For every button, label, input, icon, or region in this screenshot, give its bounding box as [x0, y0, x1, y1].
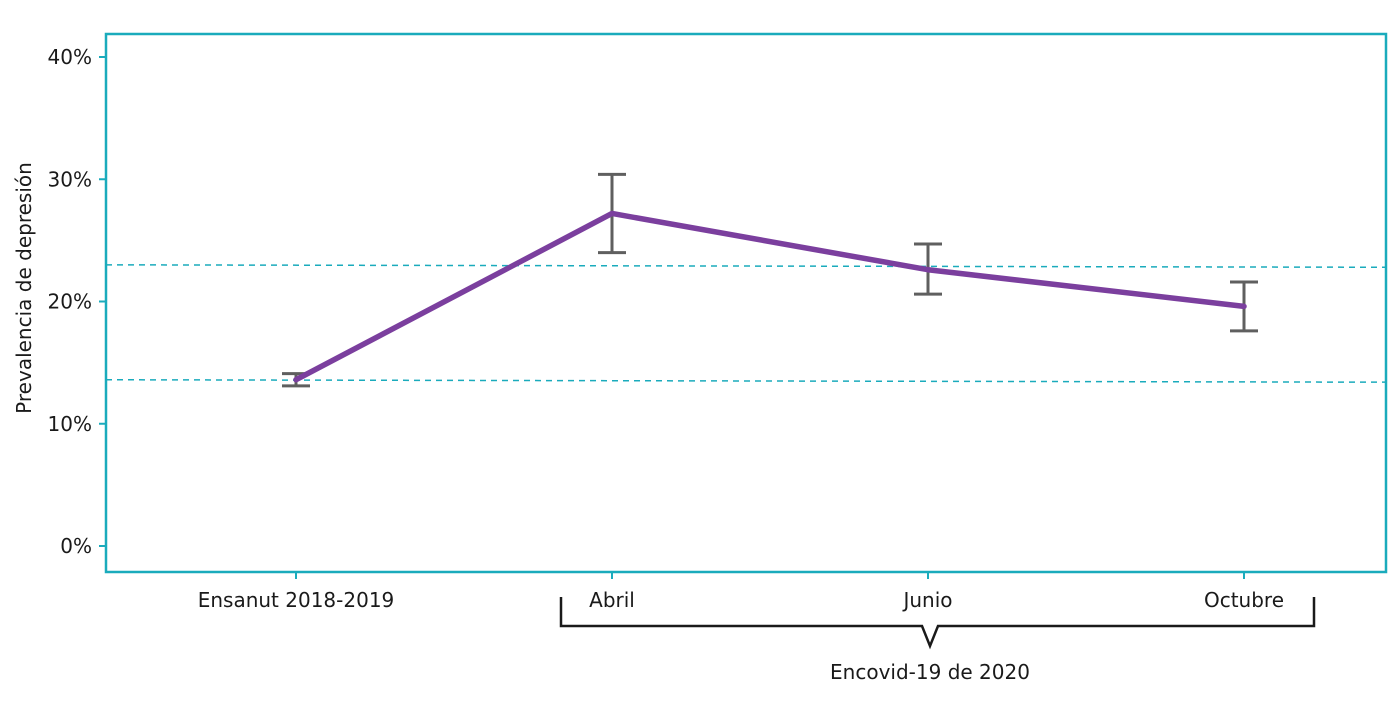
reference-lines	[105, 264, 1387, 383]
x-axis: Ensanut 2018-2019 Abril Junio Octubre	[198, 572, 1284, 612]
reference-line-0	[105, 378, 1387, 383]
y-tick-label-3: 30%	[48, 167, 92, 191]
x-tick-label-0: Ensanut 2018-2019	[198, 588, 395, 612]
data-point-1	[609, 210, 615, 216]
series	[282, 172, 1258, 388]
data-point-2	[925, 267, 931, 273]
series-line-0	[293, 210, 1247, 383]
y-tick-label-1: 10%	[48, 412, 92, 436]
y-tick-label-2: 20%	[48, 290, 92, 314]
data-point-3	[1241, 303, 1247, 309]
bracket-label: Encovid-19 de 2020	[830, 660, 1030, 684]
y-axis: 0% 10% 20% 30% 40%	[48, 45, 106, 558]
bracket-shape	[559, 597, 1316, 650]
encovid-bracket: Encovid-19 de 2020	[559, 597, 1316, 684]
data-point-0	[293, 377, 299, 383]
reference-line-1	[105, 264, 1387, 269]
x-tick-label-3: Octubre	[1204, 588, 1284, 612]
x-tick-label-2: Junio	[901, 588, 952, 612]
x-tick-label-1: Abril	[589, 588, 635, 612]
plot-frame	[104, 32, 1388, 574]
y-axis-title: Prevalencia de depresión	[12, 162, 36, 414]
y-tick-label-4: 40%	[48, 45, 92, 69]
y-tick-label-0: 0%	[60, 534, 92, 558]
